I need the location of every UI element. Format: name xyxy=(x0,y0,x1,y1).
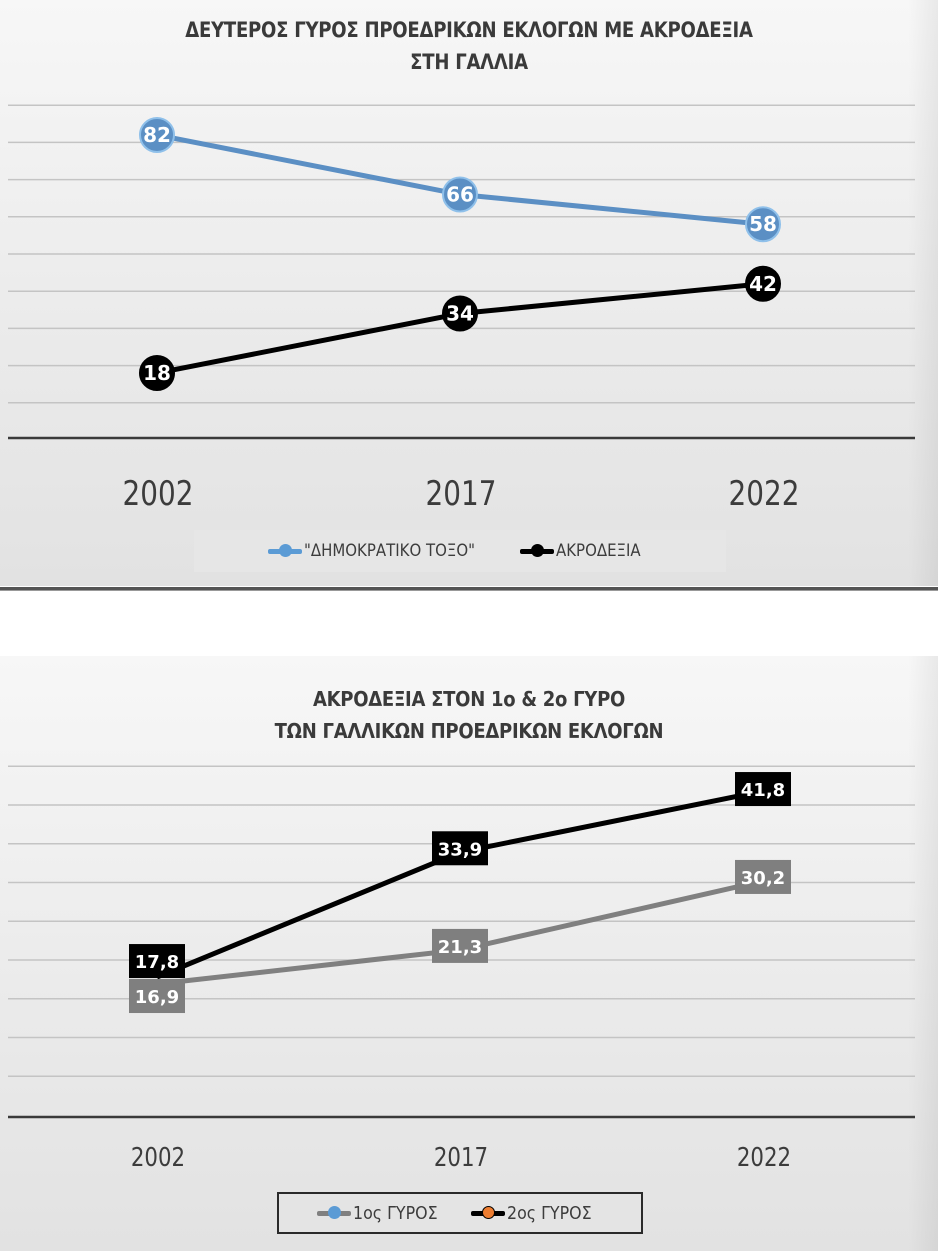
chart-panel-bottom: ΑΚΡΟΔΕΞΙΑ ΣΤΟΝ 1ο & 2ο ΓΥΡΟ ΤΩΝ ΓΑΛΛΙΚΩΝ… xyxy=(0,656,938,1251)
chart-title-top: ΔΕΥΤΕΡΟΣ ΓΥΡΟΣ ΠΡΟΕΔΡΙΚΩΝ ΕΚΛΟΓΩΝ ΜΕ ΑΚΡ… xyxy=(66,14,873,78)
data-label: 66 xyxy=(446,182,474,206)
x-label-2002: 2002 xyxy=(122,474,194,514)
legend-label: 2ος ΓΥΡΟΣ xyxy=(507,1202,592,1224)
data-point-marker: 18 xyxy=(139,355,175,392)
data-label: 16,9 xyxy=(135,987,179,1008)
data-label-box: 17,8 xyxy=(129,944,185,979)
plot-area-top: 82 66 58 18 34 42 xyxy=(8,104,915,440)
data-point-marker: 82 xyxy=(139,116,175,153)
data-point-marker: 34 xyxy=(442,295,478,332)
chart-title-bottom-line1: ΑΚΡΟΔΕΞΙΑ ΣΤΟΝ 1ο & 2ο ΓΥΡΟ xyxy=(312,687,626,711)
chart-title-top-line1: ΔΕΥΤΕΡΟΣ ΓΥΡΟΣ ΠΡΟΕΔΡΙΚΩΝ ΕΚΛΟΓΩΝ ΜΕ ΑΚΡ… xyxy=(185,18,753,42)
data-label: 42 xyxy=(749,272,777,296)
x-label-2022: 2022 xyxy=(736,1143,792,1173)
data-label-box: 16,9 xyxy=(129,979,185,1014)
x-label-2017: 2017 xyxy=(433,1143,489,1173)
chart-panel-top: ΔΕΥΤΕΡΟΣ ΓΥΡΟΣ ΠΡΟΕΔΡΙΚΩΝ ΕΚΛΟΓΩΝ ΜΕ ΑΚΡ… xyxy=(0,0,938,586)
chart-title-bottom-line2: ΤΩΝ ΓΑΛΛΙΚΩΝ ΠΡΟΕΔΡΙΚΩΝ ΕΚΛΟΓΩΝ xyxy=(274,719,664,743)
line-marker-icon xyxy=(316,1206,351,1220)
data-label-box: 30,2 xyxy=(735,859,791,894)
x-label-2022: 2022 xyxy=(728,474,800,514)
data-point-marker: 42 xyxy=(745,265,781,302)
data-label: 17,8 xyxy=(135,952,179,973)
legend-item-second-round: 2ος ΓΥΡΟΣ xyxy=(471,1203,603,1224)
legend-label: "ΔΗΜΟΚΡΑΤΙΚΟ ΤΟΞΟ" xyxy=(303,541,475,561)
data-point-marker: 58 xyxy=(745,206,781,243)
data-point-marker: 66 xyxy=(442,176,478,213)
data-label: 82 xyxy=(143,123,171,147)
data-label-box: 33,9 xyxy=(432,831,488,866)
x-label-2002: 2002 xyxy=(130,1143,186,1173)
legend-item-far-right: ΑΚΡΟΔΕΞΙΑ xyxy=(520,541,652,561)
data-label: 30,2 xyxy=(741,868,785,889)
data-label: 21,3 xyxy=(438,937,482,958)
chart-title-top-line2: ΣΤΗ ΓΑΛΛΙΑ xyxy=(410,50,528,74)
chart-title-bottom: ΑΚΡΟΔΕΞΙΑ ΣΤΟΝ 1ο & 2ο ΓΥΡΟ ΤΩΝ ΓΑΛΛΙΚΩΝ… xyxy=(47,683,891,747)
data-label: 34 xyxy=(446,302,474,326)
legend-item-first-round: 1ος ΓΥΡΟΣ xyxy=(316,1202,449,1224)
divider-shadow xyxy=(0,590,938,591)
data-label-box: 41,8 xyxy=(735,772,791,807)
divider xyxy=(0,587,938,590)
line-marker-icon xyxy=(267,544,302,558)
plot-area-bottom: 16,9 21,3 30,2 17,8 33,9 41,8 xyxy=(8,765,915,1119)
legend-label: 1ος ΓΥΡΟΣ xyxy=(352,1202,438,1224)
legend-bottom: 1ος ΓΥΡΟΣ 2ος ΓΥΡΟΣ xyxy=(277,1192,643,1234)
x-label-2017: 2017 xyxy=(425,474,497,514)
data-label: 18 xyxy=(143,361,171,385)
line-marker-icon xyxy=(471,1206,505,1220)
data-label: 33,9 xyxy=(438,839,482,860)
data-label: 41,8 xyxy=(741,780,785,801)
legend-label: ΑΚΡΟΔΕΞΙΑ xyxy=(556,541,641,561)
legend-top: "ΔΗΜΟΚΡΑΤΙΚΟ ΤΟΞΟ" ΑΚΡΟΔΕΞΙΑ xyxy=(194,530,726,572)
line-marker-icon xyxy=(520,544,555,558)
legend-item-democratic-arc: "ΔΗΜΟΚΡΑΤΙΚΟ ΤΟΞΟ" xyxy=(267,541,498,561)
data-label-box: 21,3 xyxy=(432,928,488,963)
data-label: 58 xyxy=(749,212,777,236)
